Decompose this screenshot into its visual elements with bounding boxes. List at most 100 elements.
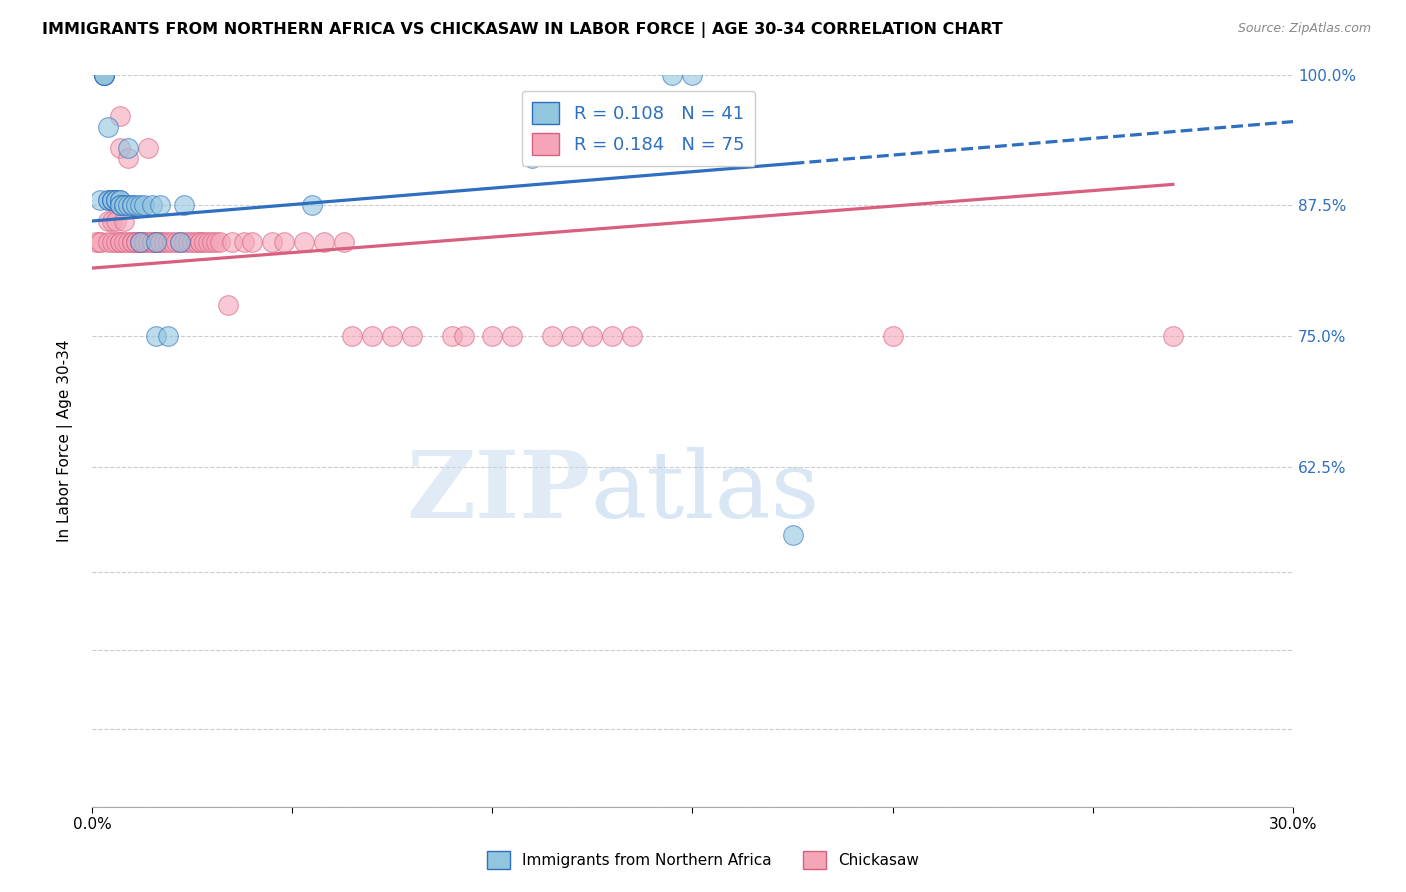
Point	[89, 193, 111, 207]
Text: atlas: atlas	[591, 447, 820, 537]
Point	[149, 198, 172, 212]
Point	[193, 235, 215, 249]
Point	[117, 141, 139, 155]
Point	[188, 235, 211, 249]
Point	[153, 235, 176, 249]
Point	[97, 235, 120, 249]
Point	[882, 329, 904, 343]
Point	[108, 141, 131, 155]
Point	[117, 235, 139, 249]
Point	[97, 193, 120, 207]
Point	[441, 329, 464, 343]
Point	[101, 193, 124, 207]
Point	[160, 235, 183, 249]
Point	[97, 214, 120, 228]
Point	[661, 68, 683, 82]
Text: ZIP: ZIP	[406, 447, 591, 537]
Point	[108, 193, 131, 207]
Point	[782, 528, 804, 542]
Point	[177, 235, 200, 249]
Point	[333, 235, 356, 249]
Point	[233, 235, 256, 249]
Point	[132, 235, 155, 249]
Point	[97, 193, 120, 207]
Point	[93, 68, 115, 82]
Point	[101, 193, 124, 207]
Legend: Immigrants from Northern Africa, Chickasaw: Immigrants from Northern Africa, Chickas…	[481, 845, 925, 875]
Point	[541, 329, 564, 343]
Text: IMMIGRANTS FROM NORTHERN AFRICA VS CHICKASAW IN LABOR FORCE | AGE 30-34 CORRELAT: IMMIGRANTS FROM NORTHERN AFRICA VS CHICK…	[42, 22, 1002, 38]
Point	[169, 235, 191, 249]
Point	[209, 235, 232, 249]
Point	[108, 198, 131, 212]
Point	[101, 193, 124, 207]
Point	[104, 235, 127, 249]
Point	[101, 193, 124, 207]
Point	[93, 68, 115, 82]
Point	[453, 329, 475, 343]
Point	[117, 151, 139, 165]
Point	[581, 329, 603, 343]
Point	[104, 193, 127, 207]
Point	[156, 235, 179, 249]
Point	[112, 235, 135, 249]
Point	[121, 198, 143, 212]
Point	[121, 198, 143, 212]
Point	[132, 235, 155, 249]
Point	[129, 235, 152, 249]
Point	[125, 235, 148, 249]
Point	[1161, 329, 1184, 343]
Point	[89, 235, 111, 249]
Point	[101, 214, 124, 228]
Point	[108, 198, 131, 212]
Point	[169, 235, 191, 249]
Point	[108, 235, 131, 249]
Point	[262, 235, 284, 249]
Point	[93, 68, 115, 82]
Point	[141, 235, 163, 249]
Point	[121, 235, 143, 249]
Point	[108, 193, 131, 207]
Point	[197, 235, 219, 249]
Point	[125, 235, 148, 249]
Point	[129, 235, 152, 249]
Point	[145, 329, 167, 343]
Point	[93, 68, 115, 82]
Point	[129, 198, 152, 212]
Point	[93, 68, 115, 82]
Point	[522, 151, 544, 165]
Point	[149, 235, 172, 249]
Legend: R = 0.108   N = 41, R = 0.184   N = 75: R = 0.108 N = 41, R = 0.184 N = 75	[522, 91, 755, 166]
Point	[145, 235, 167, 249]
Point	[112, 214, 135, 228]
Point	[97, 120, 120, 134]
Point	[125, 198, 148, 212]
Point	[481, 329, 503, 343]
Point	[682, 68, 704, 82]
Point	[108, 109, 131, 123]
Point	[221, 235, 243, 249]
Point	[156, 329, 179, 343]
Point	[301, 198, 323, 212]
Point	[165, 235, 187, 249]
Point	[136, 141, 159, 155]
Point	[401, 329, 423, 343]
Point	[145, 235, 167, 249]
Point	[314, 235, 336, 249]
Point	[117, 198, 139, 212]
Point	[132, 198, 155, 212]
Point	[149, 235, 172, 249]
Point	[361, 329, 384, 343]
Point	[145, 235, 167, 249]
Point	[129, 235, 152, 249]
Point	[217, 298, 239, 312]
Point	[136, 235, 159, 249]
Point	[602, 329, 624, 343]
Point	[292, 235, 315, 249]
Point	[84, 235, 107, 249]
Point	[188, 235, 211, 249]
Point	[561, 329, 583, 343]
Point	[173, 235, 195, 249]
Point	[205, 235, 228, 249]
Point	[240, 235, 263, 249]
